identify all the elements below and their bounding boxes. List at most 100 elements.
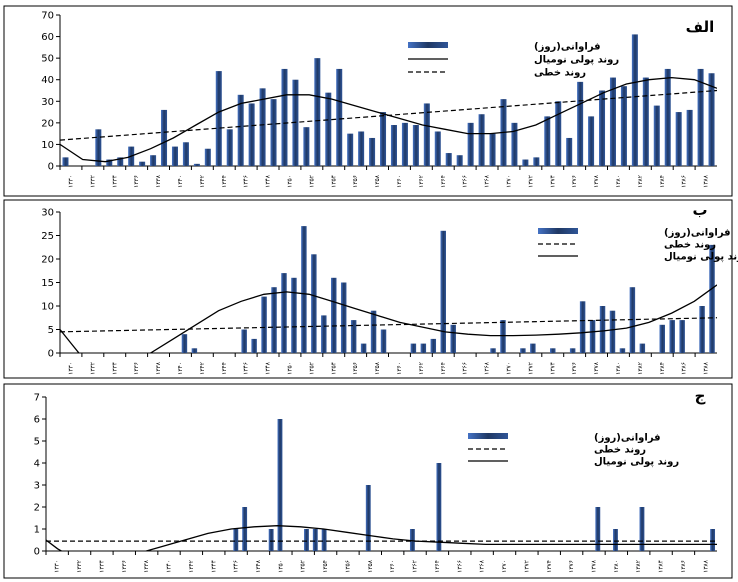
bar — [445, 153, 452, 166]
legend-entry: فراوانی(روز) — [664, 228, 731, 239]
bar — [291, 277, 297, 353]
bar — [679, 320, 685, 353]
x-tick-label: ۱۳۴۴ — [221, 362, 228, 375]
x-tick-label: ۱۳۳۰ — [67, 175, 74, 188]
y-tick-label: 7 — [34, 393, 40, 404]
x-tick-label: ۱۳۳۰ — [54, 560, 61, 573]
bar — [365, 485, 371, 551]
x-tick-label: ۱۳۳۸ — [143, 559, 150, 573]
x-tick-label: ۱۳۶۸ — [484, 174, 491, 188]
bar — [699, 306, 705, 353]
x-tick-label: ۱۳۷۸ — [593, 361, 600, 375]
bar — [380, 329, 387, 353]
bar — [410, 343, 417, 353]
bar — [686, 109, 693, 166]
y-tick-label: 25 — [41, 231, 54, 242]
bar — [237, 94, 244, 166]
x-tick-label: ۱۳۷۰ — [501, 560, 508, 573]
x-tick-label: ۱۳۷۶ — [571, 175, 578, 188]
bar — [709, 244, 715, 353]
bar — [204, 148, 211, 166]
y-tick-label: 30 — [41, 97, 54, 108]
bar — [380, 112, 387, 166]
bar — [409, 529, 415, 551]
bar — [566, 137, 573, 166]
bar — [489, 133, 496, 166]
bar — [268, 529, 274, 551]
bar — [150, 155, 157, 166]
x-tick-label: ۱۳۶۲ — [412, 560, 419, 573]
x-tick-label: ۱۳۶۰ — [396, 362, 403, 375]
bar — [664, 68, 671, 166]
bar — [579, 301, 586, 353]
x-tick-label: ۱۳۸۴ — [659, 175, 666, 188]
bar — [321, 529, 327, 551]
x-tick-label: ۱۳۶۲ — [418, 362, 425, 375]
legend-bar-swatch — [468, 433, 508, 439]
bar — [420, 343, 427, 353]
legend-entry: روند خطی — [534, 68, 586, 79]
y-tick-label: 20 — [41, 118, 54, 129]
bar — [588, 116, 595, 166]
linear-trend-line — [59, 317, 718, 333]
chart-panel-3: 0 1 2 3 4 5 6 7 ۱۳۳۰ ۱۳۳۲ ۱۳۳۴ ۱۳۳۶ ۱۳۳۸ ۱۳۴۰ ۱۳۴۲ ۱۳۴۴… — [3, 383, 733, 579]
bar — [340, 282, 347, 353]
bar — [358, 131, 365, 166]
bar — [613, 529, 618, 551]
bar — [106, 159, 113, 166]
panel-label: ج — [695, 387, 706, 405]
x-tick-label: ۱۳۵۰ — [286, 175, 293, 188]
bar — [609, 77, 616, 166]
bar — [569, 348, 576, 353]
bar — [181, 334, 188, 353]
x-tick-label: ۱۳۴۶ — [243, 362, 250, 375]
x-tick-label: ۱۳۵۴ — [330, 175, 337, 188]
bar — [369, 137, 376, 166]
bar — [331, 277, 337, 353]
x-tick-label: ۱۳۴۸ — [265, 174, 272, 188]
y-tick-label: 20 — [41, 255, 54, 266]
bar — [401, 122, 408, 166]
x-tick-label: ۱۳۳۲ — [89, 362, 96, 375]
bar — [370, 310, 377, 353]
legend-bar-swatch — [538, 228, 578, 234]
bar — [336, 68, 343, 166]
bar — [619, 348, 626, 353]
y-tick-label: 50 — [41, 54, 54, 65]
bar — [301, 226, 307, 353]
bar — [530, 343, 536, 353]
x-tick-label: ۱۳۶۴ — [440, 362, 447, 375]
x-tick-label: ۱۳۷۸ — [593, 174, 600, 188]
x-tick-label: ۱۳۴۰ — [177, 175, 184, 188]
legend-entry: روند خطی — [594, 445, 646, 456]
x-tick-label: ۱۳۵۶ — [344, 560, 351, 573]
x-tick-label: ۱۳۸۶ — [680, 560, 687, 573]
x-tick-label: ۱۳۴۲ — [199, 362, 206, 375]
bar — [314, 58, 321, 167]
bar — [609, 310, 616, 353]
x-tick-label: ۱۳۷۴ — [549, 362, 556, 375]
x-tick-label: ۱۳۵۲ — [308, 175, 315, 188]
y-tick-label: 4 — [34, 459, 40, 470]
y-tick-label: 10 — [41, 302, 54, 313]
bar — [233, 529, 239, 551]
x-tick-label: ۱۳۵۸ — [367, 559, 374, 573]
bar — [595, 507, 601, 551]
x-tick-label: ۱۳۳۸ — [155, 361, 162, 375]
y-tick-label: 60 — [41, 32, 54, 43]
bar — [675, 112, 682, 166]
bar — [599, 306, 606, 353]
y-tick-label: 2 — [34, 503, 40, 514]
bar — [242, 507, 248, 551]
x-tick-label: ۱۳۶۶ — [462, 362, 469, 375]
x-tick-label: ۱۳۸۸ — [702, 559, 709, 573]
x-tick-label: ۱۳۷۲ — [527, 175, 534, 188]
x-tick-label: ۱۳۸۲ — [637, 175, 644, 188]
bar — [642, 77, 649, 166]
y-tick-label: 40 — [41, 75, 54, 86]
bar — [271, 287, 277, 353]
x-tick-label: ۱۳۴۴ — [210, 560, 217, 573]
